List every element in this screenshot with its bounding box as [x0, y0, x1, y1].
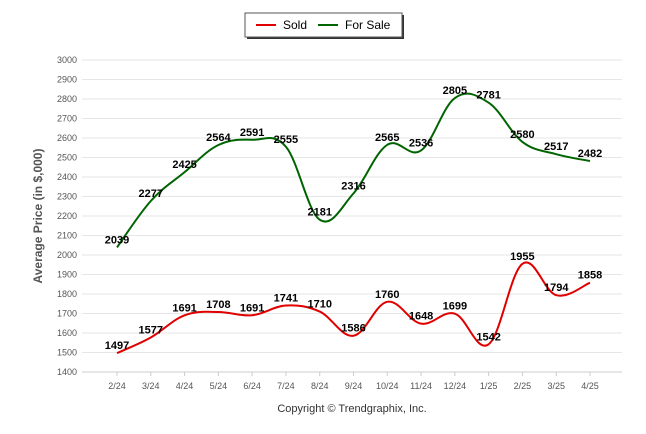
y-axis-ticks: 1400 1500 1600 1700 1800 1900 2000 2100 2200 2300…: [57, 55, 77, 377]
data-label: 2805: [443, 85, 467, 97]
y-tick-label: 1600: [57, 328, 77, 338]
series-line-sold: [116, 261, 591, 354]
data-label: 2591: [240, 127, 264, 139]
data-label: 2316: [341, 180, 365, 192]
legend-label: Sold: [283, 18, 307, 32]
x-tick-label: 9/24: [345, 381, 363, 391]
legend: Sold For Sale: [244, 12, 404, 39]
grid-lines: [82, 59, 622, 373]
data-label: 2277: [139, 188, 163, 200]
data-label: 2555: [274, 134, 298, 146]
data-label: 2565: [375, 132, 399, 144]
y-tick-label: 2200: [57, 211, 77, 221]
x-tick-label: 6/24: [243, 381, 261, 391]
x-tick-label: 4/24: [176, 381, 194, 391]
x-tick-label: 10/24: [376, 381, 399, 391]
data-label: 2039: [105, 234, 129, 246]
y-tick-label: 1900: [57, 270, 77, 280]
data-label: 2517: [544, 141, 568, 153]
data-label: 1577: [139, 324, 163, 336]
x-tick-label: 3/24: [142, 381, 160, 391]
data-label: 2564: [206, 132, 231, 144]
y-tick-label: 2000: [57, 250, 77, 260]
data-labels: 1497 1577 1691 1708 1691 1741 1710 1586 1760 1648…: [105, 85, 602, 352]
legend-label: For Sale: [345, 18, 391, 32]
x-tick-label: 12/24: [444, 381, 467, 391]
x-tick-label: 2/24: [108, 381, 126, 391]
data-label: 2781: [476, 90, 500, 102]
data-label: 2536: [409, 137, 433, 149]
x-tick-label: 7/24: [277, 381, 295, 391]
y-tick-label: 1500: [57, 348, 77, 358]
y-tick-label: 1700: [57, 309, 77, 319]
x-tick-label: 2/25: [514, 381, 532, 391]
y-tick-label: 1400: [57, 367, 77, 377]
y-tick-label: 2900: [57, 75, 77, 85]
data-label: 1699: [443, 301, 467, 313]
data-label: 1741: [274, 293, 298, 305]
x-tick-label: 3/25: [547, 381, 565, 391]
y-tick-label: 3000: [57, 55, 77, 65]
data-label: 2181: [307, 207, 331, 219]
y-tick-label: 2300: [57, 192, 77, 202]
data-label: 1691: [172, 302, 196, 314]
data-label: 2482: [578, 148, 602, 160]
data-label: 1858: [578, 270, 602, 282]
series-lines: [116, 92, 591, 354]
data-label: 1542: [476, 331, 500, 343]
x-tick-label: 1/25: [480, 381, 498, 391]
data-label: 2580: [510, 129, 534, 141]
data-label: 1708: [206, 299, 230, 311]
x-axis-ticks: 2/24 3/24 4/24 5/24 6/24 7/24 8/24 9/24 10/24 11/…: [108, 372, 599, 391]
y-tick-label: 2800: [57, 94, 77, 104]
y-tick-label: 2500: [57, 153, 77, 163]
data-label: 1648: [409, 311, 433, 323]
data-label: 1955: [510, 251, 534, 263]
data-label: 1710: [307, 299, 331, 311]
data-label: 1760: [375, 289, 399, 301]
y-tick-label: 2400: [57, 172, 77, 182]
x-tick-label: 5/24: [210, 381, 228, 391]
y-tick-label: 2600: [57, 133, 77, 143]
data-label: 1497: [105, 340, 129, 352]
x-tick-label: 8/24: [311, 381, 329, 391]
x-tick-label: 11/24: [410, 381, 432, 391]
y-tick-label: 2700: [57, 114, 77, 124]
x-tick-label: 4/25: [581, 381, 599, 391]
copyright-text: Copyright © Trendgraphix, Inc.: [277, 403, 426, 415]
y-axis-label: Average Price (in $,000): [31, 149, 45, 284]
y-tick-label: 2100: [57, 231, 77, 241]
data-label: 1691: [240, 302, 264, 314]
series-line-for-sale: [116, 92, 591, 248]
data-label: 1586: [341, 323, 365, 335]
y-tick-label: 1800: [57, 289, 77, 299]
data-label: 2425: [172, 159, 196, 171]
data-label: 1794: [544, 282, 569, 294]
